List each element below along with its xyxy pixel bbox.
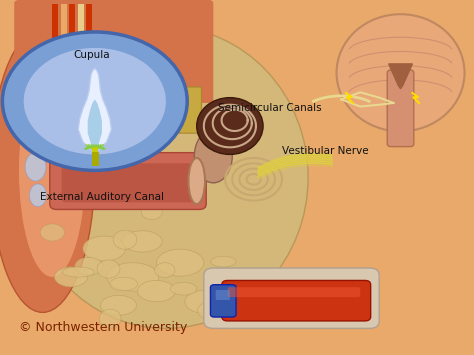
Ellipse shape [107,263,159,291]
Ellipse shape [198,302,223,319]
Ellipse shape [29,184,46,207]
Polygon shape [389,64,412,89]
FancyBboxPatch shape [50,153,206,209]
Ellipse shape [113,230,137,249]
Polygon shape [88,99,102,147]
Circle shape [2,32,187,170]
Bar [69,4,75,78]
Ellipse shape [194,130,232,183]
Ellipse shape [211,256,236,267]
Ellipse shape [171,282,197,295]
Ellipse shape [100,295,137,315]
Text: Cupula: Cupula [73,50,110,60]
Ellipse shape [55,267,88,287]
Bar [52,4,58,78]
Ellipse shape [155,263,175,278]
Ellipse shape [25,153,46,181]
Text: Vestibular Nerve: Vestibular Nerve [282,146,369,156]
FancyBboxPatch shape [17,87,201,133]
Bar [78,4,84,78]
Circle shape [225,158,282,201]
Text: © Northwestern University: © Northwestern University [19,321,187,334]
Ellipse shape [99,309,121,328]
FancyBboxPatch shape [62,163,194,202]
Ellipse shape [156,249,204,276]
Ellipse shape [122,231,162,252]
FancyBboxPatch shape [228,287,360,297]
Ellipse shape [83,236,126,261]
Ellipse shape [75,257,103,275]
FancyBboxPatch shape [222,280,371,321]
Ellipse shape [110,277,137,291]
Text: Semicircular Canals: Semicircular Canals [218,103,322,113]
Bar [61,4,67,78]
Ellipse shape [40,224,64,241]
Ellipse shape [63,267,94,277]
Text: External Auditory Canal: External Auditory Canal [40,192,164,202]
FancyBboxPatch shape [14,0,213,103]
Bar [86,4,92,78]
Ellipse shape [141,204,162,220]
Circle shape [24,48,166,154]
FancyBboxPatch shape [216,290,230,300]
Ellipse shape [32,130,46,147]
Ellipse shape [19,64,85,277]
Ellipse shape [188,158,205,204]
Polygon shape [78,68,111,153]
Ellipse shape [97,260,120,278]
FancyBboxPatch shape [210,285,236,317]
FancyBboxPatch shape [387,70,414,147]
FancyBboxPatch shape [204,268,379,328]
Ellipse shape [185,290,223,313]
Ellipse shape [337,14,465,131]
Ellipse shape [137,280,175,302]
Ellipse shape [0,28,95,312]
Ellipse shape [197,98,263,154]
Ellipse shape [24,27,308,328]
